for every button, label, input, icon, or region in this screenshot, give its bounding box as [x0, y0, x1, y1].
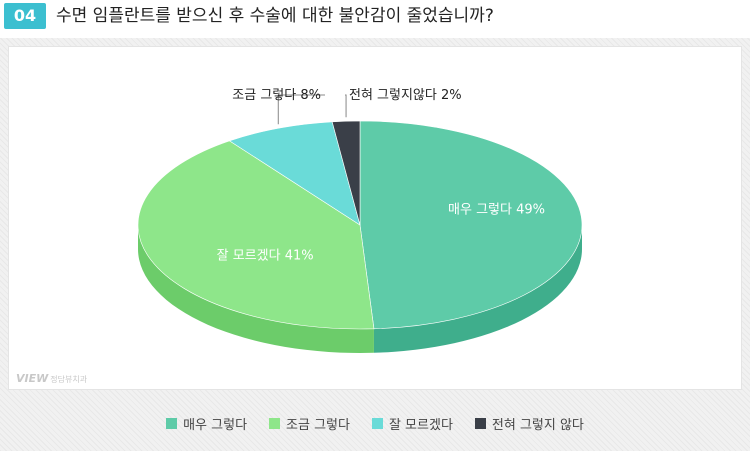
leader-line-3	[345, 94, 347, 118]
legend-label-0: 매우 그렇다	[183, 417, 248, 433]
data-label-2: 잘 모르겠다 41%	[217, 248, 314, 263]
pie-labels: 매우 그렇다 49% 잘 모르겠다 41% 조금 그렇다 8% 전혀 그렇지않다 2%	[217, 88, 545, 263]
legend-item-3: 전혀 그렇지 않다	[474, 414, 584, 433]
pie-slice-전혀-그렇지-않다	[331, 120, 361, 226]
question-number-badge: 04	[4, 3, 46, 29]
data-label-1: 조금 그렇다 8%	[232, 88, 321, 103]
leader-line-1	[277, 94, 325, 125]
header: 04 수면 임플란트를 받으신 후 수술에 대한 불안감이 줄었습니까?	[0, 0, 750, 38]
pie-sides	[138, 225, 582, 353]
chart-legend: 매우 그렇다 조금 그렇다 잘 모르겠다 전혀 그렇지 않다	[0, 408, 750, 438]
legend-item-2: 잘 모르겠다	[371, 414, 453, 433]
pie-tops	[137, 120, 583, 330]
legend-swatch-1	[269, 417, 281, 429]
data-label-0: 매우 그렇다 49%	[448, 202, 545, 217]
legend-item-0: 매우 그렇다	[166, 414, 247, 433]
pie-slice-잘-모르겠다	[137, 140, 375, 330]
page-title: 수면 임플란트를 받으신 후 수술에 대한 불안감이 줄었습니까?	[56, 6, 494, 26]
data-label-3: 전혀 그렇지않다 2%	[349, 88, 462, 103]
watermark-name: 정담뷰치과	[50, 375, 88, 384]
legend-label-2: 잘 모르겠다	[388, 417, 453, 433]
pie-slice-조금-그렇다	[228, 121, 361, 226]
legend-swatch-0	[166, 417, 178, 429]
pie-slice-매우-그렇다	[359, 120, 583, 330]
legend-label-1: 조금 그렇다	[286, 417, 350, 433]
legend-item-1: 조금 그렇다	[269, 414, 350, 433]
legend-swatch-2	[371, 417, 383, 429]
pie-side-0	[373, 225, 582, 353]
legend-label-3: 전혀 그렇지 않다	[491, 417, 584, 433]
watermark-brand: VIEW	[16, 372, 49, 385]
legend-swatch-3	[474, 417, 486, 429]
watermark-logo: VIEW 정담뷰치과	[16, 372, 87, 385]
pie-side-2	[138, 225, 374, 353]
